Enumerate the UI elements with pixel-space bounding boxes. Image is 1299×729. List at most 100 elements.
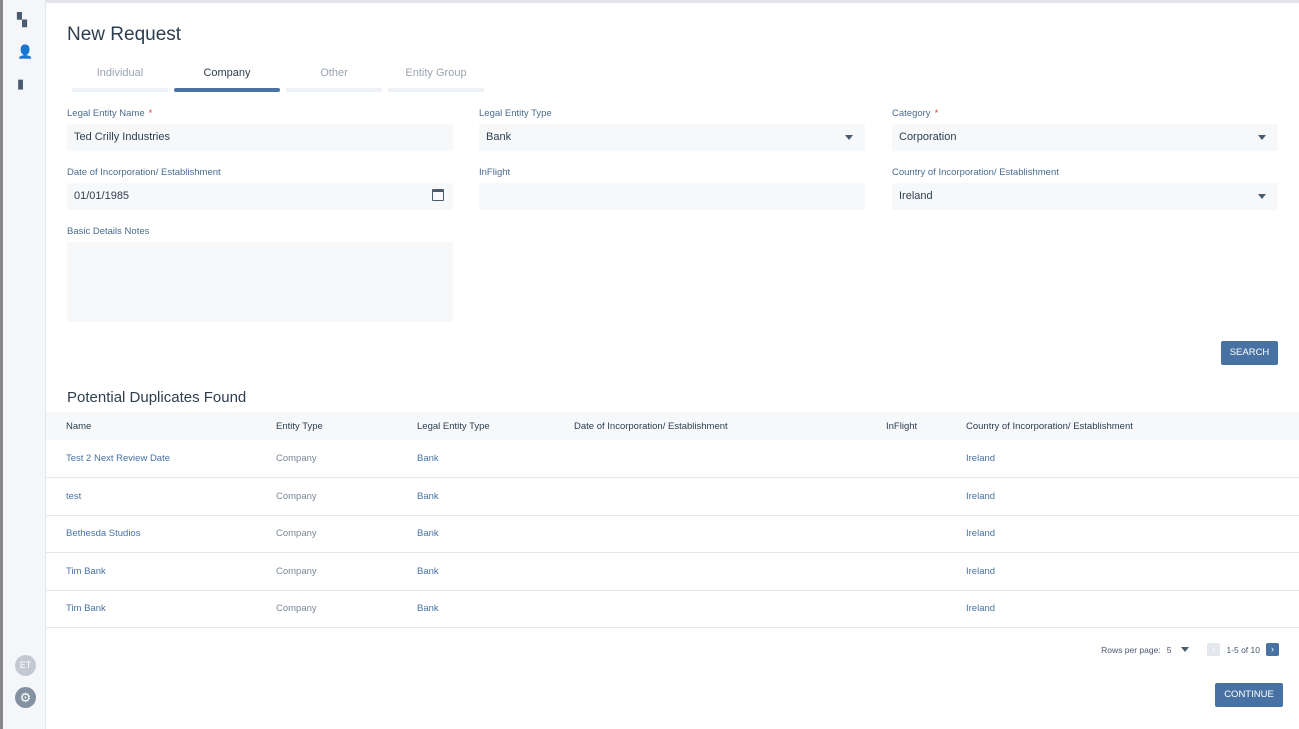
field-label: Date of Incorporation/ Establishment bbox=[67, 167, 221, 178]
select-value: Bank bbox=[486, 131, 512, 143]
table-cell[interactable]: Bethesda Studios bbox=[46, 515, 256, 553]
table-cell: Company bbox=[256, 552, 397, 591]
table-cell: Bank bbox=[397, 552, 554, 591]
column-header[interactable]: InFlight bbox=[866, 412, 946, 440]
table-cell: Company bbox=[256, 590, 397, 628]
field-label: InFlight bbox=[479, 167, 511, 178]
table-cell: Ireland bbox=[946, 440, 1299, 478]
legal-entity-name-input[interactable]: Ted Crilly Industries bbox=[67, 124, 453, 151]
table-cell bbox=[554, 590, 866, 628]
table-cell[interactable]: Tim Bank bbox=[46, 590, 256, 628]
table-row[interactable]: Test 2 Next Review Date Company Bank Irelan… bbox=[46, 440, 1299, 478]
select-value: Corporation bbox=[899, 131, 957, 143]
next-page-button[interactable]: › bbox=[1266, 643, 1279, 656]
dropdown-caret-icon bbox=[1258, 194, 1266, 199]
table-cell: Company bbox=[256, 515, 397, 553]
legal-entity-name-field: Legal Entity Name * Ted Crilly Industries bbox=[67, 108, 453, 151]
table-cell bbox=[554, 515, 866, 553]
column-header[interactable]: Date of Incorporation/ Establishment bbox=[554, 412, 866, 440]
entity-tabs: Individual Company Other Entity Group bbox=[72, 67, 484, 92]
page-range: 1-5 of 10 bbox=[1226, 644, 1260, 655]
tab-company[interactable]: Company bbox=[174, 67, 280, 92]
category-field: Category * Corporation bbox=[892, 108, 1278, 151]
tab-label: Entity Group bbox=[405, 67, 467, 79]
table-cell: Bank bbox=[397, 515, 554, 553]
required-marker: * bbox=[934, 108, 939, 119]
sidebar: ▚ 👤 ▮ ET ⚙ bbox=[0, 0, 46, 729]
legal-entity-type-select[interactable]: Bank bbox=[479, 124, 865, 151]
inflight-input[interactable] bbox=[479, 183, 865, 210]
calendar-icon[interactable] bbox=[432, 189, 444, 201]
table-row[interactable]: Bethesda Studios Company Bank Ireland bbox=[46, 515, 1299, 553]
table-row[interactable]: Tim Bank Company Bank Ireland bbox=[46, 552, 1299, 591]
table-cell bbox=[554, 477, 866, 516]
tab-entity-group[interactable]: Entity Group bbox=[388, 67, 484, 92]
table-cell: Ireland bbox=[946, 477, 1299, 516]
table-cell: Ireland bbox=[946, 590, 1299, 628]
tab-label: Other bbox=[320, 67, 348, 79]
rows-per-page-select[interactable]: 5 bbox=[1167, 645, 1190, 655]
date-value: 01/01/1985 bbox=[74, 190, 130, 202]
table-cell[interactable]: Test 2 Next Review Date bbox=[46, 440, 256, 478]
column-header[interactable]: Legal Entity Type bbox=[397, 412, 554, 440]
table-cell: Bank bbox=[397, 477, 554, 516]
user-icon[interactable]: 👤 bbox=[17, 44, 34, 59]
duplicates-title: Potential Duplicates Found bbox=[67, 389, 247, 406]
notes-textarea[interactable] bbox=[67, 242, 453, 322]
table-cell: Bank bbox=[397, 590, 554, 628]
tab-other[interactable]: Other bbox=[286, 67, 382, 92]
date-of-incorporation-field: Date of Incorporation/ Establishment 01/… bbox=[67, 167, 453, 210]
table-cell: Bank bbox=[397, 440, 554, 478]
table-row[interactable]: Tim Bank Company Bank Ireland bbox=[46, 590, 1299, 628]
field-label: Legal Entity Name bbox=[67, 108, 145, 119]
country-select[interactable]: Ireland bbox=[892, 183, 1278, 210]
table-cell bbox=[866, 477, 946, 516]
column-header[interactable]: Entity Type bbox=[256, 412, 397, 440]
previous-page-button[interactable]: ‹ bbox=[1207, 643, 1221, 656]
table-cell: Company bbox=[256, 477, 397, 516]
notes-field: Basic Details Notes bbox=[67, 226, 453, 322]
table-cell: Company bbox=[256, 440, 397, 478]
column-header[interactable]: Country of Incorporation/ Establishment bbox=[946, 412, 1299, 440]
tab-label: Individual bbox=[96, 67, 144, 79]
field-label: Category bbox=[892, 108, 931, 119]
tab-indicator bbox=[388, 88, 484, 92]
required-marker: * bbox=[148, 108, 153, 119]
pagination: Rows per page: 5 ‹ 1-5 of 10 › bbox=[1101, 643, 1279, 656]
rows-per-page-label: Rows per page: bbox=[1101, 644, 1161, 655]
top-divider bbox=[46, 0, 1299, 3]
settings-gear-icon[interactable]: ⚙ bbox=[15, 687, 36, 708]
page-title: New Request bbox=[67, 24, 182, 45]
field-label: Legal Entity Type bbox=[479, 108, 552, 119]
avatar[interactable]: ET bbox=[15, 655, 36, 676]
tab-indicator bbox=[286, 88, 382, 92]
table-cell: Ireland bbox=[946, 515, 1299, 553]
table-cell: Ireland bbox=[946, 552, 1299, 591]
dropdown-caret-icon bbox=[1181, 647, 1190, 652]
table-cell bbox=[554, 440, 866, 478]
tab-individual[interactable]: Individual bbox=[72, 67, 168, 92]
table-cell[interactable]: Tim Bank bbox=[46, 552, 256, 591]
column-header[interactable]: Name bbox=[46, 412, 256, 440]
dropdown-caret-icon bbox=[1258, 135, 1266, 140]
dashboard-icon[interactable]: ▚ bbox=[17, 12, 27, 27]
select-value: Ireland bbox=[899, 190, 933, 202]
field-label: Basic Details Notes bbox=[67, 226, 150, 237]
legal-entity-type-field: Legal Entity Type Bank bbox=[479, 108, 865, 151]
table-cell bbox=[866, 590, 946, 628]
date-of-incorporation-input[interactable]: 01/01/1985 bbox=[67, 183, 453, 210]
tab-indicator bbox=[72, 88, 168, 92]
table-cell bbox=[554, 552, 866, 591]
bar-chart-icon[interactable]: ▮ bbox=[17, 76, 25, 91]
table-cell[interactable]: test bbox=[46, 477, 256, 516]
category-select[interactable]: Corporation bbox=[892, 124, 1278, 151]
duplicates-table: Name Entity Type Legal Entity Type Date of … bbox=[46, 412, 1299, 628]
continue-button[interactable]: CONTINUE bbox=[1215, 683, 1283, 707]
search-button[interactable]: SEARCH bbox=[1221, 341, 1278, 365]
table-cell bbox=[866, 515, 946, 553]
table-row[interactable]: test Company Bank Ireland bbox=[46, 477, 1299, 516]
inflight-field: InFlight bbox=[479, 167, 865, 210]
rows-per-page-value: 5 bbox=[1166, 644, 1172, 655]
field-label: Country of Incorporation/ Establishment bbox=[892, 167, 1059, 178]
dropdown-caret-icon bbox=[845, 135, 853, 140]
